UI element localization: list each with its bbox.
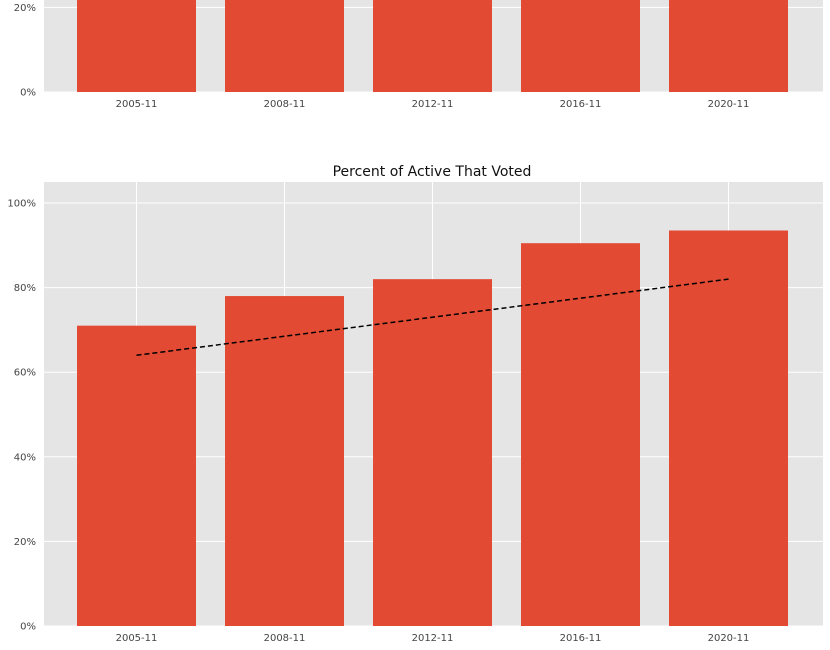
y-tick-label: 80% (14, 283, 36, 294)
y-tick-label: 20% (14, 3, 36, 14)
x-tick-label: 2016-11 (560, 99, 602, 110)
bar (373, 0, 492, 92)
x-tick-label: 2020-11 (708, 633, 750, 644)
bar (669, 0, 788, 92)
y-tick-label: 0% (20, 622, 36, 633)
x-tick-label: 2005-11 (116, 99, 158, 110)
x-tick-label: 2005-11 (116, 633, 158, 644)
bar (77, 0, 196, 92)
bar (225, 0, 344, 92)
bar (521, 243, 640, 626)
x-tick-label: 2008-11 (264, 99, 306, 110)
x-tick-label: 2012-11 (412, 99, 454, 110)
bar (77, 325, 196, 626)
y-tick-label: 40% (14, 452, 36, 463)
bar (373, 279, 492, 626)
top-bar-chart: 0% 20% 2005-11 2008-11 2012-11 2016-11 2020-11 (14, 0, 823, 110)
x-tick-label: 2008-11 (264, 633, 306, 644)
bar (521, 0, 640, 92)
x-tick-label: 2016-11 (560, 633, 602, 644)
trend-line (136, 278, 729, 357)
bottom-bar-chart: 0% 20% 40% 60% 80% 100% 2005-11 2008-11 2012-11 2… (7, 164, 823, 644)
chart-title: Percent of Active That Voted (333, 164, 532, 180)
y-tick-label: 60% (14, 368, 36, 379)
bar (225, 296, 344, 626)
y-tick-label: 20% (14, 537, 36, 548)
x-tick-label: 2012-11 (412, 633, 454, 644)
y-tick-label: 100% (7, 199, 36, 210)
bar (669, 230, 788, 626)
y-tick-label: 0% (20, 88, 36, 99)
x-tick-label: 2020-11 (708, 99, 750, 110)
